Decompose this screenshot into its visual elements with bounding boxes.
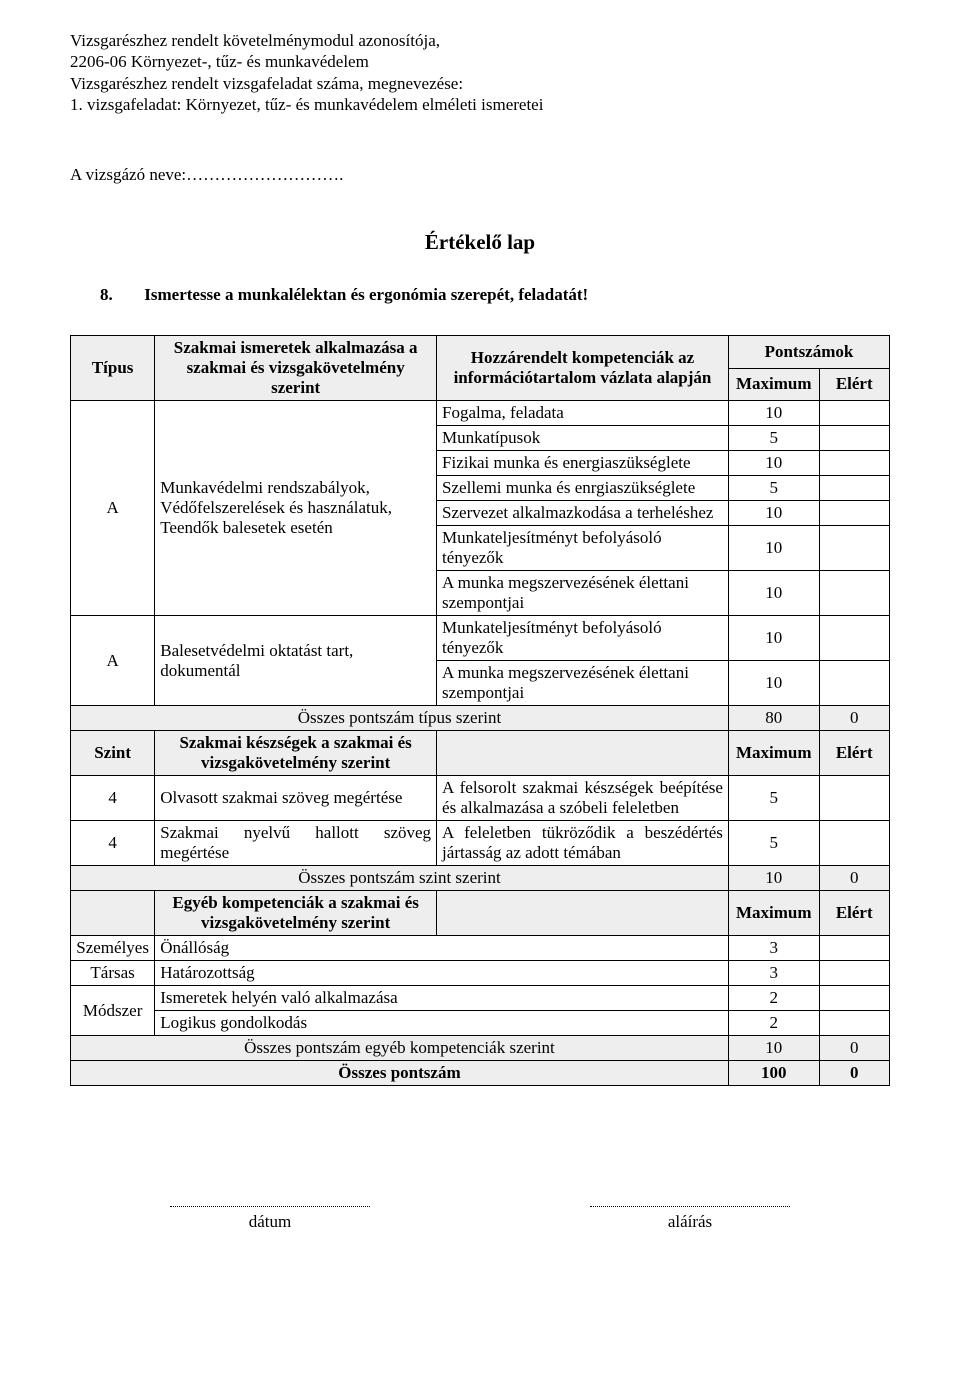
b-r1-lvl: 4 [71,776,155,821]
a-r7-m: 10 [728,571,819,616]
header-block: Vizsgarészhez rendelt követelménymodul a… [70,30,890,115]
a-r7-e [819,571,890,616]
footer: dátum aláírás [70,1206,890,1232]
a-r1-t: Fogalma, feladata [437,401,729,426]
th-elert: Elért [819,368,890,401]
date-label: dátum [249,1212,292,1231]
c-r3b-t: Logikus gondolkodás [155,1011,729,1036]
c-r2-lvl: Társas [71,961,155,986]
c-r3-lvl: Módszer [71,986,155,1036]
a-r2-t: Munkatípusok [437,426,729,451]
total-t: Összes pontszám [71,1061,729,1086]
th-maximum: Maximum [728,368,819,401]
sumA-m: 80 [728,706,819,731]
b-r2-t: A feleletben tükröződik a beszédértés já… [437,821,729,866]
a-r5-t: Szervezet alkalmazkodása a terheléshez [437,501,729,526]
b-r2-m: 5 [728,821,819,866]
page: Vizsgarészhez rendelt követelménymodul a… [0,0,960,1262]
a-r6-m: 10 [728,526,819,571]
a-r6-e [819,526,890,571]
page-title: Értékelő lap [70,230,890,255]
a-r9-t: A munka megszervezésének élettani szempo… [437,661,729,706]
a-r5-e [819,501,890,526]
sumA-t: Összes pontszám típus szerint [71,706,729,731]
th-elertC: Elért [819,891,890,936]
a-r1-m: 10 [728,401,819,426]
c-r2-t: Határozottság [155,961,729,986]
a-r7-t: A munka megszervezésének élettani szempo… [437,571,729,616]
b-r1-t: A felsorolt szakmai készségek beépítése … [437,776,729,821]
examinee-name: A vizsgázó neve:………………………. [70,165,890,185]
b-r2-e [819,821,890,866]
leftA-2: Balesetvédelmi oktatást tart, dokumentál [155,616,437,706]
c-r3b-m: 2 [728,1011,819,1036]
c-r1-m: 3 [728,936,819,961]
th-tipus: Típus [71,336,155,401]
th-pontszamok: Pontszámok [728,336,889,369]
b-r1-m: 5 [728,776,819,821]
a-r3-e [819,451,890,476]
c-r1-lvl: Személyes [71,936,155,961]
b-r2-left: Szakmai nyelvű hallott szöveg megértése [155,821,437,866]
c-r3a-e [819,986,890,1011]
a-r8-t: Munkateljesítményt befolyásoló tényezők [437,616,729,661]
a-r1-e [819,401,890,426]
question-text: Ismertesse a munkalélektan és ergonómia … [144,285,588,304]
date-block: dátum [170,1206,370,1232]
sign-label: aláírás [668,1212,712,1231]
total-e: 0 [819,1061,890,1086]
c-r3a-t: Ismeretek helyén való alkalmazása [155,986,729,1011]
sumB-m: 10 [728,866,819,891]
header-line-2: 2206-06 Környezet-, tűz- és munkavédelem [70,51,890,72]
c-r3b-e [819,1011,890,1036]
th-egyeb: Egyéb kompetenciák a szakmai és vizsgakö… [155,891,437,936]
a-r2-m: 5 [728,426,819,451]
th-szakmai-kesz: Szakmai készségek a szakmai és vizsgaköv… [155,731,437,776]
question-num: 8. [100,285,140,305]
sumC-t: Összes pontszám egyéb kompetenciák szeri… [71,1036,729,1061]
th-szint: Szint [71,731,155,776]
b-r2-lvl: 4 [71,821,155,866]
a-r6-t: Munkateljesítményt befolyásoló tényezők [437,526,729,571]
sign-block: aláírás [590,1206,790,1232]
a-r5-m: 10 [728,501,819,526]
th-maxB: Maximum [728,731,819,776]
a-r9-e [819,661,890,706]
b-r1-e [819,776,890,821]
a-r3-m: 10 [728,451,819,476]
a-r8-m: 10 [728,616,819,661]
c-r2-m: 3 [728,961,819,986]
a-r4-e [819,476,890,501]
sumB-e: 0 [819,866,890,891]
typeA-2: A [71,616,155,706]
sumB-t: Összes pontszám szint szerint [71,866,729,891]
a-r9-m: 10 [728,661,819,706]
c-r2-e [819,961,890,986]
sumC-m: 10 [728,1036,819,1061]
score-table: Típus Szakmai ismeretek alkalmazása a sz… [70,335,890,1086]
th-szakmai-ism: Szakmai ismeretek alkalmazása a szakmai … [155,336,437,401]
total-m: 100 [728,1061,819,1086]
typeA-1: A [71,401,155,616]
c-r1-t: Önállóság [155,936,729,961]
sumC-e: 0 [819,1036,890,1061]
header-line-4: 1. vizsgafeladat: Környezet, tűz- és mun… [70,94,890,115]
leftA-1: Munkavédelmi rendszabályok, Védőfelszere… [155,401,437,616]
a-r8-e [819,616,890,661]
a-r2-e [819,426,890,451]
a-r4-t: Szellemi munka és enrgiaszükséglete [437,476,729,501]
c-r3a-m: 2 [728,986,819,1011]
b-r1-left: Olvasott szakmai szöveg megértése [155,776,437,821]
th-elertB: Elért [819,731,890,776]
question: 8. Ismertesse a munkalélektan és ergonóm… [70,285,890,305]
th-maxC: Maximum [728,891,819,936]
a-r4-m: 5 [728,476,819,501]
sumA-e: 0 [819,706,890,731]
header-line-3: Vizsgarészhez rendelt vizsgafeladat szám… [70,73,890,94]
th-hozzarendelt: Hozzárendelt kompetenciák az információt… [437,336,729,401]
header-line-1: Vizsgarészhez rendelt követelménymodul a… [70,30,890,51]
a-r3-t: Fizikai munka és energiaszükséglete [437,451,729,476]
c-r1-e [819,936,890,961]
